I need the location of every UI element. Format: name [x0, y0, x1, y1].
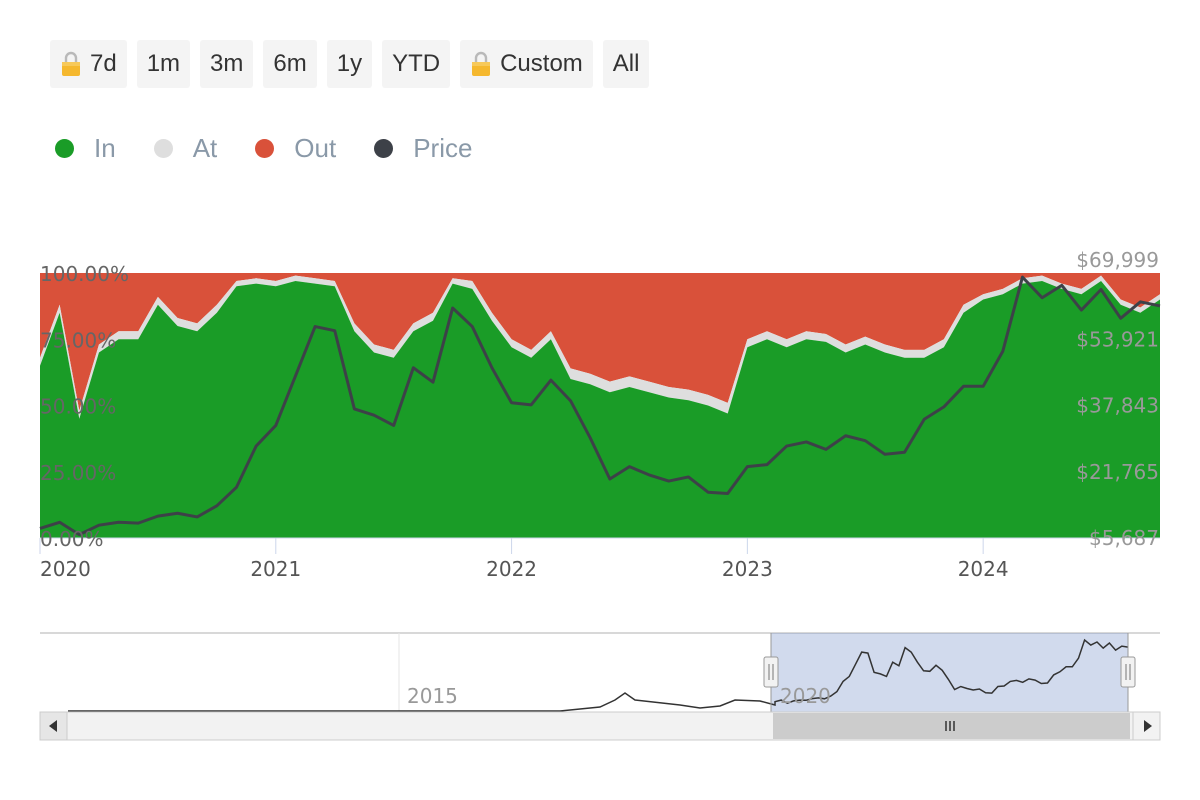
legend-item-in[interactable]: In — [55, 133, 116, 164]
chart-legend: In At Out Price — [55, 133, 510, 164]
left-axis-tick: 0.00% — [40, 527, 104, 551]
main-plot — [39, 273, 1161, 539]
left-axis-tick: 50.00% — [40, 395, 116, 419]
right-axis-tick: $5,687 — [1089, 526, 1159, 550]
left-axis-tick: 75.00% — [40, 328, 116, 352]
range-button-3m[interactable]: 3m — [200, 40, 254, 88]
lock-icon — [60, 51, 82, 77]
range-button-label: 1m — [146, 50, 181, 77]
left-arrow-icon — [49, 720, 57, 732]
right-axis: $5,687 $21,765 $37,843 $53,921 $69,999 — [1076, 248, 1159, 550]
scrollbar-right-button[interactable] — [1132, 711, 1161, 741]
right-axis-tick: $21,765 — [1076, 460, 1159, 484]
left-axis: 0.00% 25.00% 50.00% 75.00% 100.00% — [40, 262, 129, 551]
legend-dot — [374, 139, 394, 158]
range-button-label: 6m — [273, 50, 307, 77]
legend-label: Price — [413, 133, 473, 163]
navigator[interactable]: 2015 2020 — [39, 632, 1161, 741]
legend-item-price[interactable]: Price — [374, 133, 472, 164]
range-button-label: 7d — [90, 50, 117, 77]
range-button-custom[interactable]: Custom — [460, 40, 593, 88]
range-button-6m[interactable]: 6m — [263, 40, 317, 88]
navigator-tick: 2015 — [407, 684, 458, 708]
range-button-label: Custom — [500, 50, 583, 77]
right-axis-tick: $37,843 — [1076, 394, 1159, 418]
range-button-7d[interactable]: 7d — [50, 40, 127, 88]
lock-icon — [470, 51, 492, 77]
scrollbar[interactable] — [39, 711, 1161, 741]
legend-label: In — [94, 133, 116, 163]
right-axis-tick: $53,921 — [1076, 327, 1159, 351]
range-button-1m[interactable]: 1m — [136, 40, 191, 88]
scrollbar-thumb[interactable] — [773, 713, 1130, 739]
range-button-label: All — [612, 50, 640, 77]
range-selector: 7d 1m 3m 6m 1y YTD Custom All — [50, 40, 650, 88]
legend-item-at[interactable]: At — [153, 133, 218, 164]
x-axis: 2020 2021 2022 2023 2024 — [39, 538, 1009, 581]
legend-dot — [153, 139, 173, 158]
navigator-tick: 2020 — [780, 684, 831, 708]
left-axis-tick: 25.00% — [40, 461, 116, 485]
legend-label: At — [192, 133, 218, 163]
navigator-left-handle[interactable] — [763, 633, 779, 712]
range-button-label: YTD — [392, 50, 441, 77]
range-button-label: 1y — [336, 50, 363, 77]
x-axis-tick: 2024 — [958, 557, 1009, 581]
range-button-1y[interactable]: 1y — [326, 40, 373, 88]
legend-label: Out — [294, 133, 337, 163]
range-button-ytd[interactable]: YTD — [382, 40, 451, 88]
right-axis-tick: $69,999 — [1076, 248, 1159, 272]
left-axis-tick: 100.00% — [40, 262, 129, 286]
legend-dot — [255, 139, 275, 158]
range-button-label: 3m — [210, 50, 244, 77]
x-axis-tick: 2020 — [40, 557, 91, 581]
legend-item-out[interactable]: Out — [255, 133, 336, 164]
x-axis-tick: 2023 — [722, 557, 773, 581]
area-out — [40, 273, 1160, 411]
x-axis-tick: 2021 — [250, 557, 301, 581]
area-in — [40, 280, 1160, 538]
area-at — [40, 275, 1160, 419]
legend-dot — [55, 139, 74, 158]
navigator-right-handle[interactable] — [1120, 633, 1136, 712]
x-axis-tick: 2022 — [486, 557, 537, 581]
right-arrow-icon — [1144, 720, 1152, 732]
price-line — [39, 275, 1161, 537]
navigator-selection[interactable] — [771, 633, 1128, 712]
range-button-all[interactable]: All — [602, 40, 650, 88]
navigator-series — [68, 638, 1129, 712]
